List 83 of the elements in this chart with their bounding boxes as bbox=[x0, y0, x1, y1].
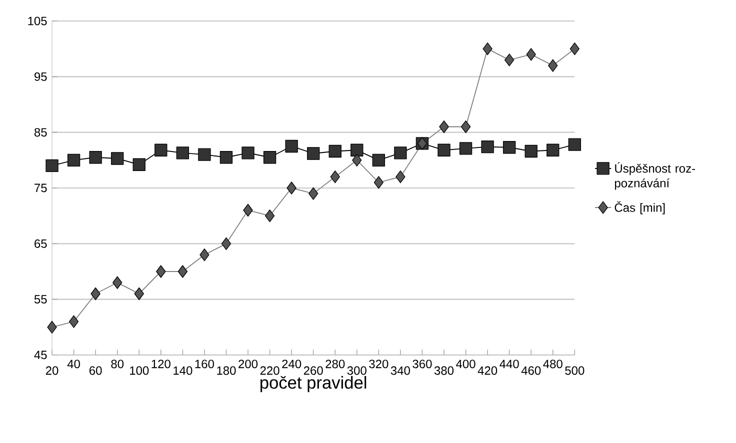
x-tick-label: 260 bbox=[304, 366, 323, 375]
x-tick-label: 380 bbox=[434, 366, 454, 375]
x-tick-label: 320 bbox=[369, 360, 388, 368]
x-tick-label: 220 bbox=[260, 366, 280, 375]
point bbox=[504, 54, 514, 66]
point bbox=[482, 42, 492, 56]
point bbox=[242, 146, 254, 160]
x-tick-label: 440 bbox=[500, 360, 519, 368]
point bbox=[176, 146, 190, 160]
point bbox=[221, 237, 232, 250]
point bbox=[308, 187, 318, 200]
point bbox=[68, 315, 79, 328]
y-tick-label: 65 bbox=[34, 239, 47, 248]
point bbox=[396, 170, 406, 184]
x-tick-label: 60 bbox=[89, 366, 102, 375]
x-tick-label: 240 bbox=[282, 360, 302, 368]
point bbox=[459, 142, 472, 155]
point bbox=[372, 154, 386, 166]
point bbox=[330, 170, 340, 184]
point bbox=[439, 120, 449, 134]
x-tick-label: 460 bbox=[521, 366, 541, 375]
point bbox=[481, 140, 494, 154]
point bbox=[350, 144, 364, 156]
x-tick-label: 20 bbox=[46, 366, 58, 375]
legend-label: Čas [min] bbox=[614, 201, 665, 214]
x-tick-label: 100 bbox=[130, 366, 149, 375]
point bbox=[198, 148, 211, 161]
x-tick-label: 80 bbox=[111, 360, 124, 368]
x-tick-label: 160 bbox=[195, 360, 214, 368]
point bbox=[132, 158, 146, 171]
x-tick-label: 500 bbox=[565, 366, 584, 375]
x-tick-label: 120 bbox=[152, 360, 170, 368]
point bbox=[524, 144, 538, 158]
point bbox=[264, 209, 275, 222]
point bbox=[89, 151, 102, 164]
point bbox=[178, 265, 188, 278]
point bbox=[243, 204, 253, 217]
point bbox=[526, 48, 536, 61]
x-tick-label: 360 bbox=[412, 360, 432, 368]
x-tick-label: 300 bbox=[347, 366, 366, 375]
x-axis-title: počet pravidel bbox=[260, 376, 366, 392]
y-tick-label: 85 bbox=[34, 128, 47, 137]
point bbox=[112, 276, 122, 289]
point bbox=[307, 147, 320, 160]
y-tick-label: 45 bbox=[34, 350, 47, 360]
point bbox=[285, 140, 298, 153]
point bbox=[111, 152, 124, 165]
x-tick-label: 140 bbox=[174, 366, 192, 375]
point bbox=[200, 248, 210, 262]
point bbox=[570, 42, 580, 56]
legend-label: Úspěšnost roz-poznávání bbox=[614, 162, 696, 190]
point bbox=[154, 144, 168, 156]
x-tick-label: 40 bbox=[67, 360, 80, 368]
point bbox=[46, 159, 58, 172]
y-tick-label: 75 bbox=[34, 184, 47, 192]
point bbox=[394, 146, 407, 160]
y-tick-label: 105 bbox=[28, 16, 47, 26]
point bbox=[90, 287, 100, 300]
point bbox=[502, 141, 516, 154]
y-tick-label: 95 bbox=[34, 72, 47, 81]
point bbox=[374, 176, 384, 189]
x-tick-label: 400 bbox=[456, 360, 476, 368]
point bbox=[263, 151, 276, 164]
x-tick-label: 420 bbox=[478, 366, 498, 375]
x-tick-label: 180 bbox=[217, 366, 236, 375]
x-tick-label: 340 bbox=[390, 366, 410, 375]
point bbox=[47, 320, 57, 334]
x-tick-label: 280 bbox=[326, 360, 345, 368]
x-tick-label: 200 bbox=[238, 360, 258, 368]
point bbox=[460, 120, 471, 134]
point bbox=[546, 144, 560, 156]
point bbox=[568, 138, 581, 151]
point bbox=[286, 182, 296, 194]
y-tick-label: 55 bbox=[34, 295, 47, 304]
point bbox=[548, 59, 558, 72]
point bbox=[134, 287, 144, 300]
x-tick-label: 480 bbox=[543, 360, 562, 368]
point bbox=[328, 144, 342, 158]
point bbox=[438, 144, 450, 156]
point bbox=[156, 265, 166, 278]
point bbox=[352, 154, 362, 166]
point bbox=[220, 151, 233, 164]
point bbox=[67, 154, 80, 166]
